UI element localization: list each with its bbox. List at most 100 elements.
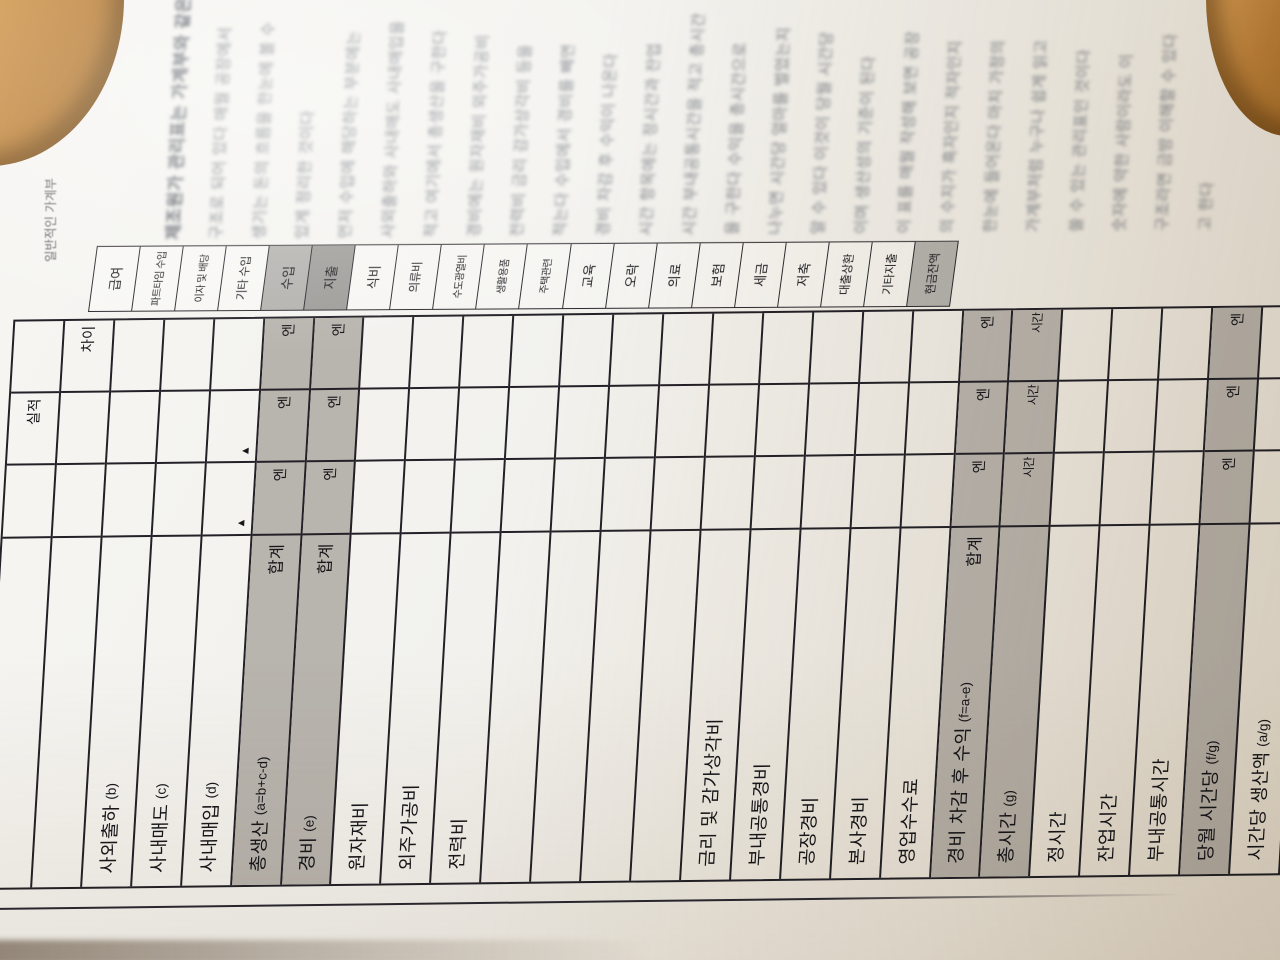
data-cell-b2 [705, 385, 758, 459]
column-label: 정시간 [1045, 810, 1070, 863]
data-cell-b2 [805, 384, 858, 457]
data-cell-b3 [651, 458, 704, 531]
total-label: 합계 [266, 544, 287, 575]
data-cell-b1: 엔 [260, 318, 313, 391]
column-label: 경비 [296, 836, 320, 872]
data-cell-b1 [560, 314, 613, 388]
data-cell-b3: 엔 [1200, 451, 1253, 525]
data-cell-b1 [909, 310, 962, 384]
column-formula: (g) [1001, 790, 1017, 807]
page-caption: 일반적인 가계부 [44, 178, 58, 262]
data-cell-b2: 엔 [1204, 379, 1258, 453]
total-label: 합계 [965, 536, 986, 567]
data-cell-b1: 차이 [60, 320, 114, 394]
column-formula: (f/g) [1203, 740, 1220, 765]
column-label: 본사경비 [845, 796, 871, 866]
data-cell-b1 [110, 319, 164, 393]
data-cell-b3: 시간 [1000, 454, 1054, 527]
data-cell-b1 [460, 315, 513, 389]
data-cell-b1 [1109, 308, 1162, 382]
data-cell-b2 [106, 392, 159, 465]
column-formula: (d) [203, 781, 220, 799]
data-cell-b3 [1050, 453, 1104, 527]
total-label: 합계 [316, 543, 337, 575]
column-label: 전력비 [446, 817, 471, 870]
body-text-block: 제조원가 관리표는 가계부와 같은 구조로 되어 있다 매월 공장에서 생기는 돈의… [152, 0, 1280, 240]
data-cell-b3 [352, 461, 405, 535]
data-cell-b1 [510, 315, 563, 389]
data-cell-b2: 실적 [6, 393, 59, 467]
category-cell: 현금잔액 [907, 241, 958, 306]
data-cell-b2 [605, 386, 658, 460]
data-cell-b3 [451, 460, 505, 534]
data-cell-b3 [1250, 451, 1280, 525]
data-cell-b3 [551, 459, 604, 533]
data-cell-b2 [356, 389, 409, 463]
column-label: 원자재비 [346, 801, 372, 871]
data-cell-b3 [401, 460, 455, 534]
data-cell-b2: 엔 [256, 390, 309, 464]
column-label: 잔업시간 [1095, 793, 1121, 863]
data-cell-b3 [701, 457, 754, 531]
data-cell-b1 [610, 314, 663, 388]
column-label: 외주가공비 [396, 783, 423, 871]
data-cell-b3 [102, 464, 155, 538]
data-cell-b2 [1154, 380, 1208, 454]
column-label: 영업수수료 [895, 778, 922, 865]
data-cell-b1 [1259, 306, 1280, 380]
data-cell-b3 [801, 456, 854, 530]
data-cell-b2: 시간 [1005, 381, 1058, 455]
data-cell-b1 [709, 313, 763, 386]
data-cell-b3 [152, 463, 205, 537]
data-cell-b2 [506, 387, 559, 461]
column-formula: (a=b+c-d) [252, 756, 271, 816]
column-label: 부내공통시간 [1144, 758, 1173, 862]
data-cell-b1 [1159, 307, 1212, 381]
data-cell-b2: ▲ [206, 390, 259, 464]
data-cell-b1 [659, 313, 713, 387]
data-cell-b2 [755, 384, 808, 458]
data-cell-b3 [52, 464, 105, 538]
data-cell-b1 [160, 319, 213, 393]
data-cell-b3 [1150, 452, 1203, 526]
data-cell-b1 [1059, 309, 1112, 382]
data-cell-b1 [210, 318, 263, 392]
data-cell-b2 [1055, 381, 1108, 455]
column-formula: (b) [103, 783, 120, 800]
data-cell-b1: 엔 [1209, 307, 1262, 381]
data-cell-b3 [2, 465, 55, 539]
data-cell-b2 [456, 388, 509, 461]
data-cell-b3 [751, 457, 804, 530]
data-cell-b1 [809, 311, 862, 385]
data-cell-b3: 엔 [252, 462, 305, 536]
column-label: 총시간 [995, 811, 1020, 864]
data-cell-b2 [555, 387, 609, 460]
column-label: 부내공통경비 [745, 762, 773, 867]
column-label: 경비 차감 후 수익 [945, 727, 975, 865]
data-cell-b2 [1254, 379, 1280, 452]
data-cell-b1 [11, 321, 64, 394]
data-cell-b3 [501, 459, 554, 533]
data-cell-b1 [759, 312, 812, 386]
data-cell-b1: 엔 [310, 317, 363, 391]
data-cell-b3 [1100, 453, 1153, 526]
data-cell-b1: 엔 [959, 310, 1012, 384]
column-label: 사외출하 [96, 804, 122, 874]
data-cell-b2: 엔 [955, 382, 1008, 456]
column-label: 총생산 [246, 820, 271, 872]
data-cell-b1 [360, 317, 413, 390]
column-formula: (a/g) [1253, 718, 1271, 747]
category-strip: 급여 파트타임 수입 이자 및 배당 기타 수입 수입 지출 식비 의류비 수도광열비 생활용품 주… [88, 240, 959, 312]
data-cell-b3: ▲ [202, 463, 255, 537]
data-cell-b1 [859, 311, 912, 385]
data-cell-b2 [655, 385, 708, 459]
data-cell-b2 [905, 383, 958, 456]
column-label: 공장경비 [795, 796, 821, 866]
column-label: 당월 시간당 [1194, 769, 1222, 862]
column-label: 사내매도 [146, 803, 172, 874]
data-cell-b2 [1105, 380, 1158, 454]
data-cell-b3 [601, 458, 654, 532]
column-label: 금리 및 감가상각비 [695, 718, 726, 867]
